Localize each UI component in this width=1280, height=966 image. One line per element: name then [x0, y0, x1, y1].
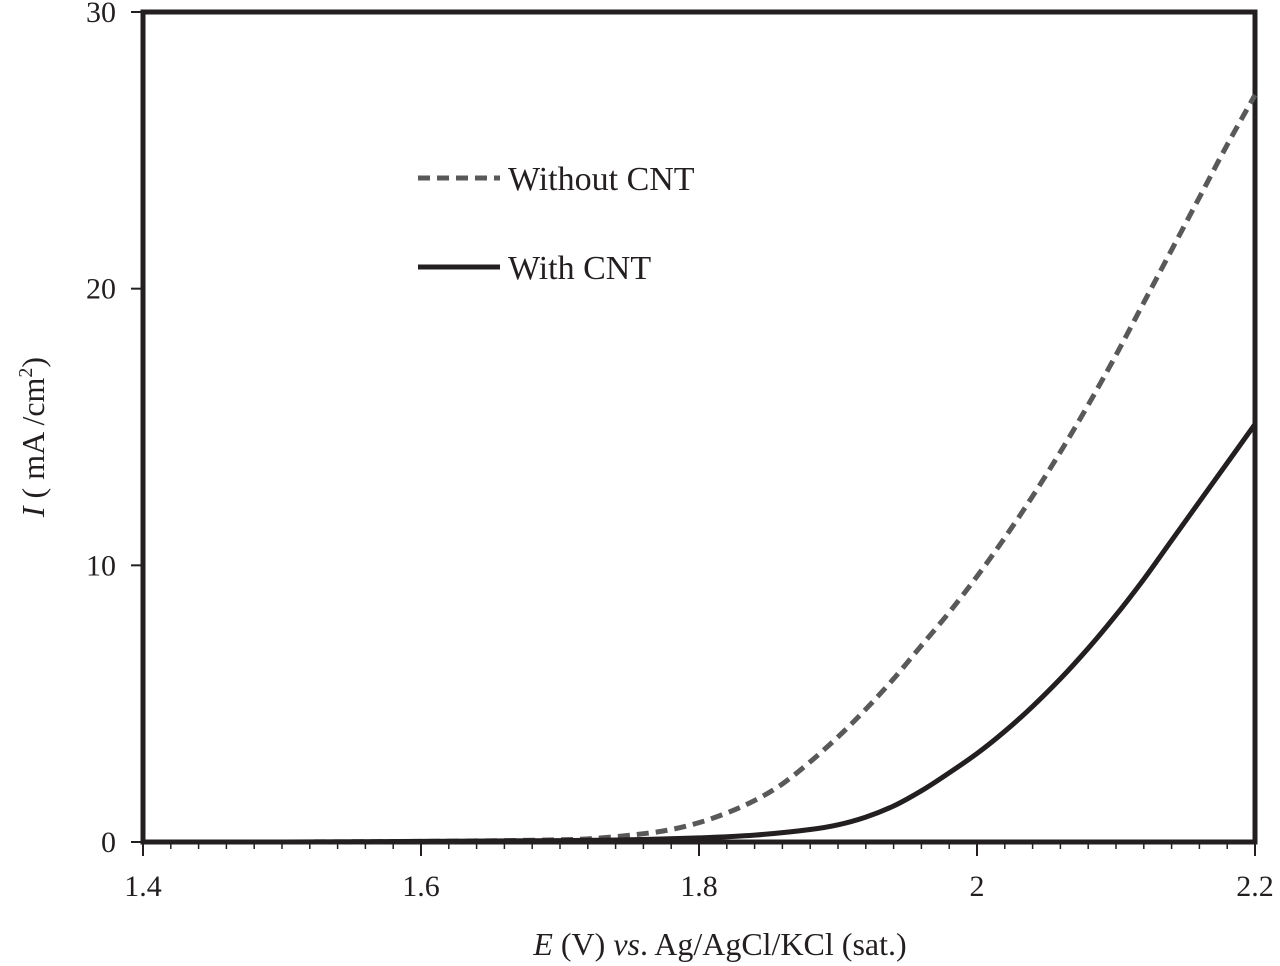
y-tick-label: 10 — [86, 549, 116, 582]
plot-frame — [140, 9, 1258, 845]
legend-label-without-cnt: Without CNT — [508, 161, 695, 198]
x-axis-title-reference: . Ag/AgCl/KCl (sat.) — [640, 926, 907, 962]
legend: Without CNT With CNT — [418, 161, 695, 287]
y-axis-title-unit: ( mA /cm — [15, 377, 51, 506]
y-axis-tick-labels: 0 10 20 30 — [86, 0, 116, 859]
x-axis-title: E (V) vs. Ag/AgCl/KCl (sat.) — [532, 926, 906, 962]
series-lines — [142, 93, 1258, 845]
x-tick-label: 1.6 — [402, 870, 440, 903]
y-tick-label: 20 — [86, 273, 116, 306]
x-axis-tick-labels: 1.4 1.6 1.8 2 2.2 — [124, 870, 1274, 903]
x-axis-title-variable: E — [532, 926, 553, 962]
y-tick-label: 30 — [86, 0, 116, 29]
y-axis-major-ticks — [131, 11, 143, 843]
series-line-without-cnt — [142, 93, 1258, 845]
y-axis-title-superscript: 2 — [15, 368, 37, 378]
y-axis-title-close: ) — [15, 357, 51, 368]
x-axis-title-unit: (V) — [553, 926, 613, 962]
legend-label-with-cnt: With CNT — [508, 250, 651, 287]
y-axis-title: I ( mA /cm2) — [15, 357, 51, 518]
series-line-with-cnt — [142, 422, 1258, 845]
x-tick-label: 2 — [970, 870, 985, 903]
x-tick-label: 1.4 — [124, 870, 162, 903]
y-axis-title-variable: I — [15, 505, 51, 518]
x-tick-label: 1.8 — [680, 870, 718, 903]
x-tick-label: 2.2 — [1236, 870, 1274, 903]
x-axis-title-vs: vs — [613, 926, 640, 962]
y-tick-label: 0 — [101, 826, 116, 859]
